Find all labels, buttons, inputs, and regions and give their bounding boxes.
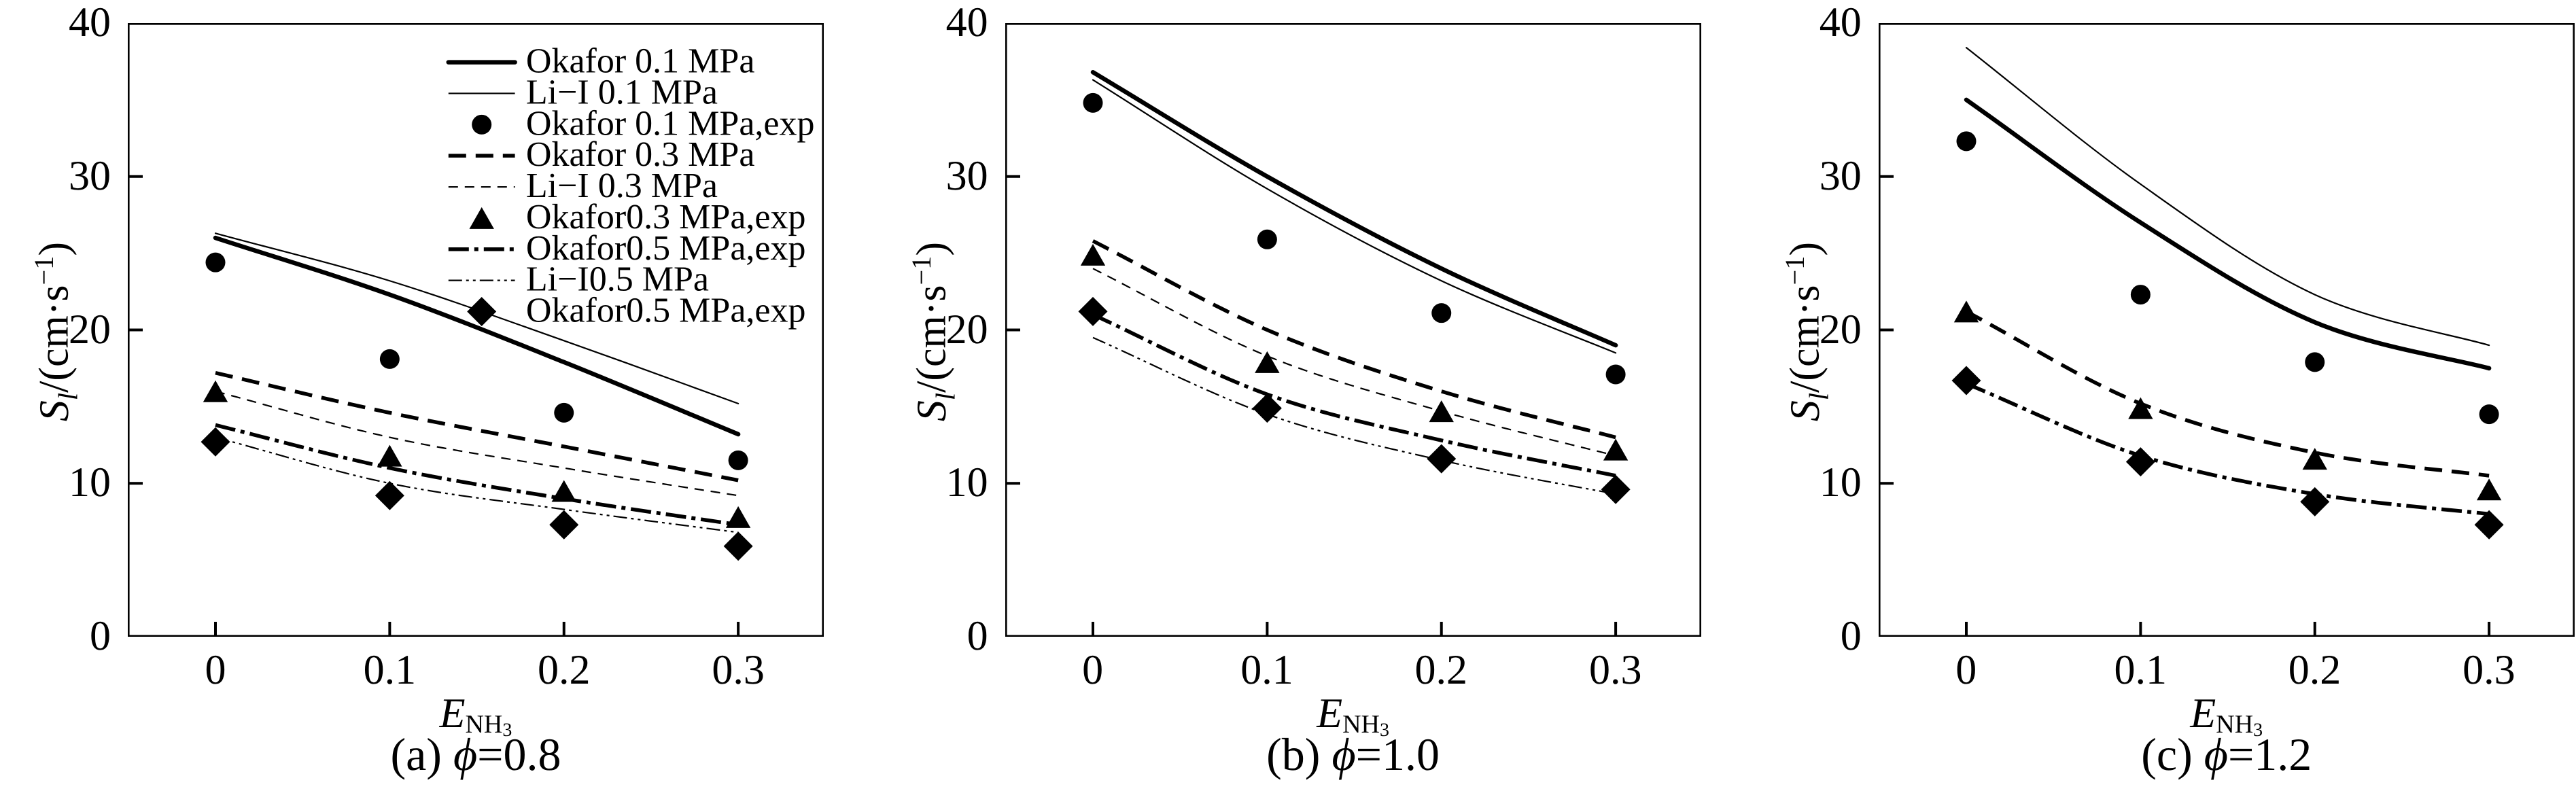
svg-text:Okafor0.5 MPa,exp: Okafor0.5 MPa,exp <box>526 291 806 330</box>
